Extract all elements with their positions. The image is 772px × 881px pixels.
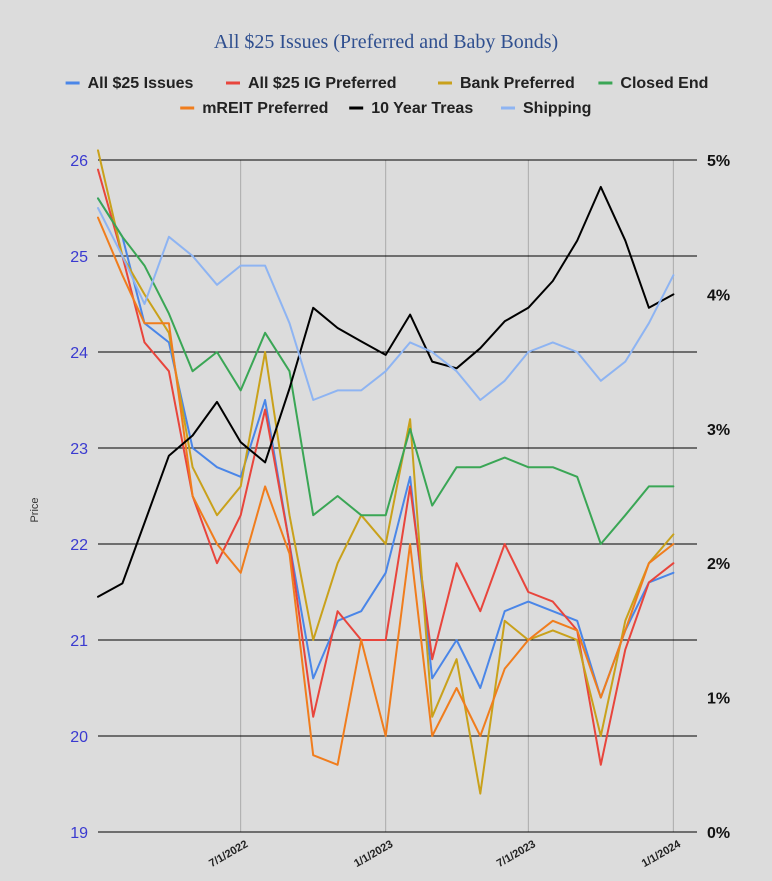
legend-item[interactable]: Closed End: [598, 75, 708, 92]
legend-label: 10 Year Treas: [371, 100, 473, 117]
x-tick-label: 7/1/2022: [207, 838, 250, 870]
legend: All $25 Issues All $25 IG Preferred Bank P…: [65, 75, 708, 117]
y2-tick-label: 5%: [707, 153, 730, 170]
series-all-25-issues: [97, 197, 675, 699]
series-mreit-preferred: [97, 216, 675, 766]
x-tick-label: 1/1/2024: [640, 838, 684, 870]
legend-item[interactable]: All $25 Issues: [65, 75, 194, 92]
legend-item[interactable]: mREIT Preferred: [180, 100, 328, 117]
y2-tick-label: 3%: [707, 422, 730, 439]
legend-item[interactable]: Bank Preferred: [438, 75, 575, 92]
y-tick-label: 25: [70, 249, 88, 266]
series-shipping: [97, 207, 675, 401]
legend-label: Closed End: [620, 75, 708, 92]
y-tick-label: 26: [70, 153, 88, 170]
legend-item[interactable]: All $25 IG Preferred: [226, 75, 397, 92]
series-closed-end: [97, 197, 675, 545]
series-lines: [97, 149, 675, 795]
y-tick-label: 20: [70, 729, 88, 746]
legend-item[interactable]: 10 Year Treas: [349, 100, 473, 117]
y-axis-label: Price: [29, 497, 41, 522]
y2-tick-label: 4%: [707, 287, 730, 304]
y2-tick-label: 2%: [707, 556, 730, 573]
y2-tick-label: 1%: [707, 691, 730, 708]
legend-label: Shipping: [523, 100, 591, 117]
y-tick-label: 21: [70, 633, 88, 650]
legend-label: mREIT Preferred: [202, 100, 328, 117]
y-tick-label: 19: [70, 825, 88, 842]
series-10-year-treas: [97, 185, 675, 598]
x-tick-label: 7/1/2023: [495, 838, 538, 870]
x-tick-label: 1/1/2023: [352, 838, 395, 870]
legend-item[interactable]: Shipping: [501, 100, 591, 117]
y-tick-label: 22: [70, 537, 88, 554]
legend-label: All $25 IG Preferred: [248, 75, 397, 92]
chart-title: All $25 Issues (Preferred and Baby Bonds…: [214, 31, 558, 53]
legend-label: Bank Preferred: [460, 75, 575, 92]
axes: 7/1/2022 1/1/2023 7/1/2023 1/1/2024 19 20 21 22…: [70, 153, 730, 870]
y-tick-label: 24: [70, 345, 88, 362]
legend-label: All $25 Issues: [88, 75, 194, 92]
y2-tick-label: 0%: [707, 825, 730, 842]
series-bank-preferred: [97, 149, 675, 795]
y-tick-label: 23: [70, 441, 88, 458]
